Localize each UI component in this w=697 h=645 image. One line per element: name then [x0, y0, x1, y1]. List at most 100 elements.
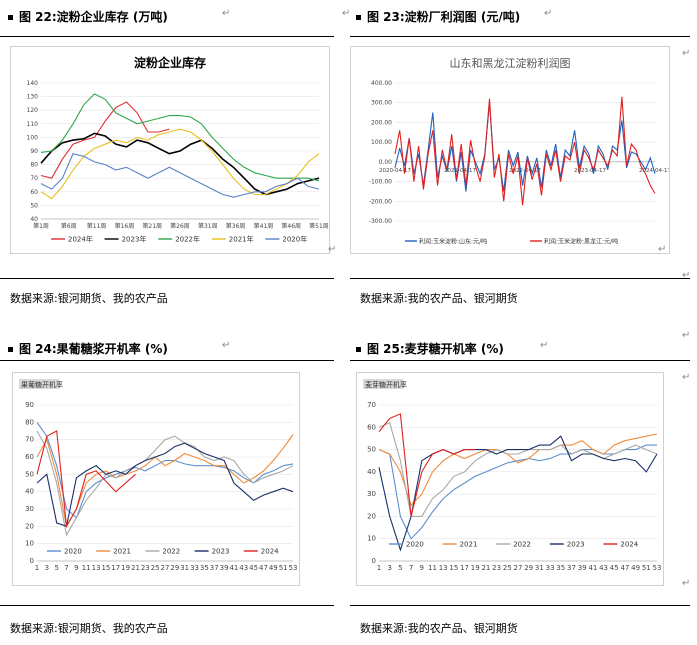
- x-tick-label: 第26周: [170, 222, 190, 230]
- series-line-2024: [378, 413, 476, 517]
- x-tick-label: 43: [239, 564, 248, 572]
- x-tick-label: 27: [514, 564, 523, 572]
- legend-label: 2021: [460, 541, 478, 549]
- legend-label: 利润:玉米淀粉:山东:元/吨: [419, 238, 487, 246]
- bullet-square-icon: [8, 347, 13, 352]
- x-tick-label: 13: [92, 564, 101, 572]
- y-tick-label: 90: [30, 148, 38, 155]
- y-tick-label: 10: [367, 535, 376, 543]
- y-tick-label: 30: [367, 490, 376, 498]
- y-tick-label: 90: [25, 401, 34, 409]
- y-tick-label: 10: [25, 540, 34, 548]
- bullet-square-icon: [356, 15, 361, 20]
- x-tick-label: 第11周: [87, 222, 107, 230]
- legend-label: 2024年: [68, 235, 93, 244]
- x-tick-label: 31: [180, 564, 189, 572]
- y-tick-label: 60: [30, 189, 38, 196]
- x-tick-label: 25: [503, 564, 512, 572]
- x-tick-label: 5: [54, 564, 58, 572]
- chart-24-frame: 果葡糖开机率 90 80 70 60 50 40 30 20 10 0 1 3 5 7 9 11 13 15 17 19…: [12, 372, 300, 586]
- y-tick-label: 100: [27, 134, 39, 141]
- x-tick-label: 11: [82, 564, 91, 572]
- y-tick-label: 0: [30, 557, 34, 565]
- chart-25-frame: 麦芽糖开机率 70 60 50 40 30 20 10 0 1 3 5 7 9 11 13 15 17 19 21 23…: [356, 372, 664, 586]
- legend-label: 2022: [513, 541, 531, 549]
- y-tick-label: 80: [25, 418, 34, 426]
- x-tick-label: 33: [546, 564, 555, 572]
- x-tick-label: 23: [141, 564, 150, 572]
- series-line-2020年: [40, 153, 320, 198]
- legend-label: 2021年: [229, 235, 254, 244]
- x-tick-label: 53: [289, 564, 298, 572]
- x-tick-label: 3: [45, 564, 49, 572]
- chart-title: 山东和黑龙江淀粉利润图: [450, 56, 571, 70]
- legend-label: 2022: [162, 548, 180, 556]
- x-tick-label: 第16周: [115, 222, 135, 230]
- series-line-2021: [378, 433, 658, 507]
- y-tick-label: 50: [25, 470, 34, 478]
- figure-22-title: 图 22:淀粉企业库存 (万吨): [8, 8, 168, 25]
- x-tick-label: 第51周: [309, 222, 329, 230]
- y-tick-label: 100.00: [371, 139, 392, 146]
- y-tick-label: 40: [25, 488, 34, 496]
- x-tick-label: 第21周: [142, 222, 162, 230]
- x-tick-label: 53: [653, 564, 662, 572]
- y-tick-label: 50: [367, 446, 376, 454]
- series-line-2020: [36, 421, 294, 519]
- y-tick-label: 120: [27, 107, 39, 114]
- series-line-2024: [36, 430, 136, 529]
- y-tick-label: 200.00: [371, 119, 392, 126]
- chart-22-frame: 淀粉企业库存 140 130 120 110 100 90 80 70 60 50 40 第1周 第6周 第…: [10, 46, 330, 254]
- x-tick-label: 47: [259, 564, 268, 572]
- bullet-square-icon: [356, 347, 361, 352]
- x-tick-label: 21: [481, 564, 490, 572]
- x-tick-label: 7: [64, 564, 68, 572]
- y-tick-label: 130: [27, 94, 39, 101]
- x-tick-label: 2022-04-17: [509, 168, 541, 174]
- y-tick-label: 30: [25, 505, 34, 513]
- x-tick-label: 51: [642, 564, 651, 572]
- x-tick-label: 47: [620, 564, 629, 572]
- y-tick-label: 140: [27, 80, 39, 87]
- x-tick-label: 29: [524, 564, 533, 572]
- y-tick-label: -300.00: [369, 218, 392, 225]
- x-tick-label: 15: [449, 564, 458, 572]
- legend-label: 2023年: [122, 235, 147, 244]
- x-tick-label: 第1周: [33, 222, 49, 230]
- legend-label: 2020: [406, 541, 424, 549]
- series-line-2023: [378, 435, 658, 552]
- x-tick-label: 41: [229, 564, 238, 572]
- series-line-2023: [36, 442, 294, 528]
- y-tick-label: -100.00: [369, 179, 392, 186]
- y-tick-label: 20: [25, 522, 34, 530]
- figure-23-title: 图 23:淀粉厂利润图 (元/吨): [356, 8, 520, 25]
- chart-title-bg: [19, 379, 59, 389]
- legend-label: 2021: [113, 548, 131, 556]
- x-tick-label: 1: [35, 564, 39, 572]
- x-tick-label: 5: [398, 564, 402, 572]
- figure-23-source: 数据来源:我的农产品、银河期货: [360, 292, 518, 305]
- figure-25-source: 数据来源:我的农产品、银河期货: [360, 622, 518, 635]
- legend-label: 2024: [620, 541, 638, 549]
- x-tick-label: 2021-04-17: [444, 168, 476, 174]
- figure-24-title: 图 24:果葡糖浆开机率 (%): [8, 340, 168, 357]
- x-tick-label: 39: [220, 564, 229, 572]
- chart-title: 淀粉企业库存: [134, 55, 206, 70]
- chart-23: 山东和黑龙江淀粉利润图 400.00 300.00 200.00 100.00 0.00 -…: [369, 56, 672, 246]
- x-tick-label: 19: [471, 564, 480, 572]
- series-line-2022: [378, 422, 658, 517]
- figure-22-source: 数据来源:银河期货、我的农产品: [10, 292, 168, 305]
- x-tick-label: 第46周: [281, 222, 301, 230]
- legend-label: 2023: [567, 541, 585, 549]
- x-tick-label: 25: [151, 564, 160, 572]
- x-tick-label: 21: [131, 564, 140, 572]
- y-tick-label: 300.00: [371, 100, 392, 107]
- y-tick-label: 40: [30, 216, 38, 223]
- series-line-2022年: [40, 93, 320, 182]
- y-tick-label: 110: [27, 121, 39, 128]
- x-tick-label: 3: [387, 564, 391, 572]
- chart-23-frame: 山东和黑龙江淀粉利润图 400.00 300.00 200.00 100.00 0.00 -…: [350, 46, 672, 254]
- bullet-square-icon: [8, 15, 13, 20]
